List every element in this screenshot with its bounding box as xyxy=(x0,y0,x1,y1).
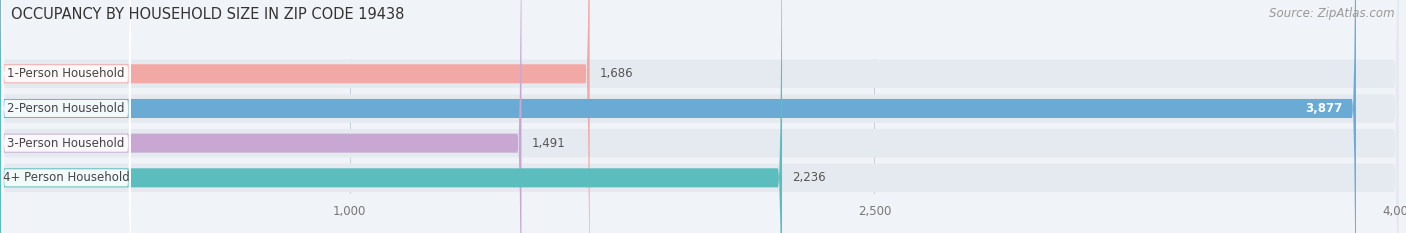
Text: 3,877: 3,877 xyxy=(1305,102,1341,115)
FancyBboxPatch shape xyxy=(1,0,131,233)
FancyBboxPatch shape xyxy=(0,0,782,233)
FancyBboxPatch shape xyxy=(0,0,589,233)
Text: 2-Person Household: 2-Person Household xyxy=(7,102,125,115)
Text: OCCUPANCY BY HOUSEHOLD SIZE IN ZIP CODE 19438: OCCUPANCY BY HOUSEHOLD SIZE IN ZIP CODE … xyxy=(11,7,405,22)
Text: 1-Person Household: 1-Person Household xyxy=(7,67,125,80)
FancyBboxPatch shape xyxy=(0,0,522,233)
Text: 4+ Person Household: 4+ Person Household xyxy=(3,171,129,184)
Text: Source: ZipAtlas.com: Source: ZipAtlas.com xyxy=(1270,7,1395,20)
Text: 3-Person Household: 3-Person Household xyxy=(7,137,125,150)
FancyBboxPatch shape xyxy=(1,0,131,233)
Text: 2,236: 2,236 xyxy=(793,171,827,184)
FancyBboxPatch shape xyxy=(1,0,131,233)
Text: 1,686: 1,686 xyxy=(600,67,634,80)
FancyBboxPatch shape xyxy=(1,0,131,233)
FancyBboxPatch shape xyxy=(0,0,1355,233)
Text: 1,491: 1,491 xyxy=(531,137,565,150)
